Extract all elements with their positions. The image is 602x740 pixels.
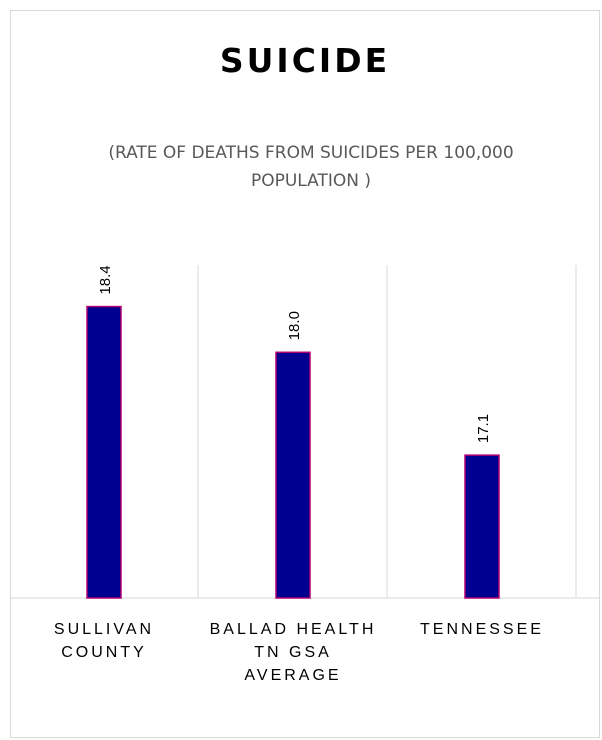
category-label-3: TENNESSEE [420,621,544,638]
category-label-1: COUNTY [61,644,147,661]
data-label-1: 18.4 [97,265,114,294]
category-label-2: BALLAD HEALTH [210,621,377,638]
chart-subtitle: (RATE OF DEATHS FROM SUICIDES PER 100,00… [108,143,514,191]
category-label-1: SULLIVAN [54,621,154,638]
data-label-3: 17.1 [475,414,492,443]
data-label-2: 18.0 [286,311,303,340]
bar-3 [464,454,500,599]
category-label-2: AVERAGE [244,667,341,684]
category-label-2: TN GSA [254,644,332,661]
bar-2 [275,351,311,599]
bar-1 [86,305,122,599]
chart-title: SUICIDE [219,41,391,80]
